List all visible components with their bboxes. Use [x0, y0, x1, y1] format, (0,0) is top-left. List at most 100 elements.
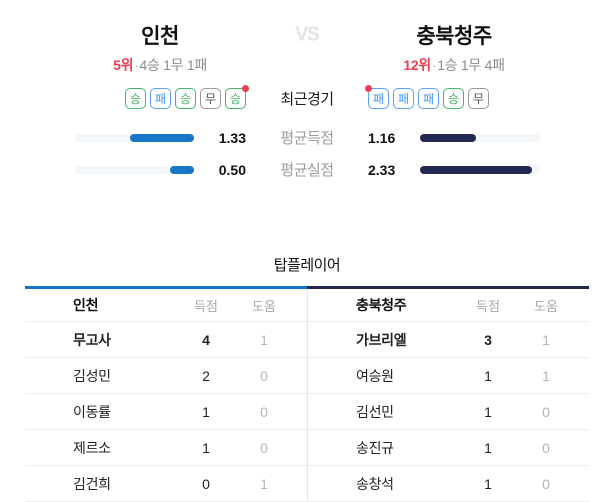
- recent-form-row: 승 패 승 무 승 최근경기 패 패 패 승 무: [0, 85, 614, 109]
- average-stats: 1.33 평균득점 1.16 0.50 평균실점 2.33: [0, 127, 614, 180]
- away-table-team-label: 충북청주: [356, 297, 407, 313]
- player-score: 1: [484, 367, 492, 384]
- home-avg-goals-value: 1.33: [218, 129, 246, 146]
- vs-label: VS: [295, 23, 319, 46]
- team-names-row: 인천 VS 충북청주: [0, 20, 614, 50]
- assist-column-header: 도움: [252, 298, 276, 314]
- match-summary-panel: 인천 VS 충북청주 5위·4승 1무 1패 12위·1승 1무 4패 승 패 …: [0, 0, 614, 180]
- table-accent-line: [25, 286, 589, 289]
- player-assist: 0: [260, 403, 268, 420]
- player-assist: 0: [542, 475, 550, 492]
- away-table-header: 충북청주 득점 도움: [308, 289, 589, 322]
- away-player-row: 여승원 1 1: [308, 358, 589, 394]
- home-accent-line: [25, 286, 307, 289]
- latest-match-dot: [365, 85, 372, 92]
- rank-separator: ·: [431, 57, 437, 73]
- home-player-row: 김건희 0 1: [25, 466, 307, 502]
- player-name: 김건희: [73, 475, 111, 492]
- score-column-header: 득점: [476, 298, 500, 314]
- home-conceded-bar-track: [74, 165, 194, 174]
- player-score: 1: [202, 439, 210, 456]
- top-players-table: 인천 득점 도움 무고사 4 1 김성민 2 0 이동률 1 0 제르소 1: [25, 286, 589, 502]
- home-form-badge-5: 승: [225, 85, 249, 109]
- away-player-row: 가브리엘 3 1: [308, 322, 589, 358]
- away-rank: 12위: [403, 57, 431, 73]
- player-score: 1: [484, 439, 492, 456]
- player-score: 2: [202, 367, 210, 384]
- home-form-badge-4: 무: [200, 88, 221, 109]
- home-form-badge-1: 승: [125, 88, 146, 109]
- player-name: 가브리엘: [356, 331, 407, 348]
- away-players-table: 충북청주 득점 도움 가브리엘 3 1 여승원 1 1 김선민 1 0 송진규: [307, 289, 589, 502]
- player-score: 1: [484, 475, 492, 492]
- home-record: 4승 1무 1패: [139, 57, 208, 73]
- latest-match-dot: [242, 85, 249, 92]
- home-form-badges: 승 패 승 무 승: [74, 85, 249, 109]
- home-player-row: 무고사 4 1: [25, 322, 307, 358]
- avg-goals-row: 1.33 평균득점 1.16: [0, 127, 614, 148]
- home-team-name: 인천: [141, 25, 179, 48]
- away-form-badge-1: 패: [365, 85, 389, 109]
- away-goals-bar-track: [420, 133, 540, 142]
- player-name: 무고사: [73, 331, 111, 348]
- away-conceded-bar: [420, 165, 532, 174]
- player-name: 제르소: [73, 439, 111, 456]
- player-assist: 1: [542, 367, 550, 384]
- top-players-title: 탑플레이어: [273, 257, 341, 274]
- home-goals-bar-track: [74, 133, 194, 142]
- away-player-row: 송진규 1 0: [308, 430, 589, 466]
- player-assist: 0: [260, 439, 268, 456]
- away-form-badge-2: 패: [393, 88, 414, 109]
- avg-conceded-row: 0.50 평균실점 2.33: [0, 159, 614, 180]
- player-name: 여승원: [356, 367, 394, 384]
- player-score: 3: [484, 331, 492, 348]
- away-conceded-bar-track: [420, 165, 540, 174]
- player-name: 김성민: [73, 367, 111, 384]
- away-avg-conceded-value: 2.33: [368, 161, 396, 178]
- team-records-row: 5위·4승 1무 1패 12위·1승 1무 4패: [0, 55, 614, 75]
- player-name: 이동률: [73, 403, 111, 420]
- home-table-team-label: 인천: [73, 297, 99, 313]
- player-name: 김선민: [356, 403, 394, 420]
- recent-matches-label: 최근경기: [280, 91, 334, 108]
- player-score: 1: [484, 403, 492, 420]
- avg-goals-label: 평균득점: [280, 130, 334, 147]
- away-player-row: 송창석 1 0: [308, 466, 589, 502]
- away-team-name: 충북청주: [416, 25, 492, 48]
- avg-conceded-label: 평균실점: [280, 162, 334, 179]
- player-assist: 0: [542, 403, 550, 420]
- player-assist: 0: [260, 367, 268, 384]
- home-player-row: 제르소 1 0: [25, 430, 307, 466]
- away-form-badge-5: 무: [468, 88, 489, 109]
- home-goals-bar: [130, 133, 194, 142]
- player-assist: 1: [260, 331, 268, 348]
- home-avg-conceded-value: 0.50: [218, 161, 246, 178]
- player-score: 0: [202, 475, 210, 492]
- away-record: 1승 1무 4패: [437, 57, 505, 73]
- home-form-badge-2: 패: [150, 88, 171, 109]
- away-team-record: 12위·1승 1무 4패: [368, 55, 540, 75]
- player-assist: 1: [260, 475, 268, 492]
- away-accent-line: [307, 286, 589, 289]
- player-assist: 0: [542, 439, 550, 456]
- home-players-table: 인천 득점 도움 무고사 4 1 김성민 2 0 이동률 1 0 제르소 1: [25, 289, 307, 502]
- away-goals-bar: [420, 133, 476, 142]
- home-player-row: 김성민 2 0: [25, 358, 307, 394]
- player-name: 송진규: [356, 439, 394, 456]
- player-score: 1: [202, 403, 210, 420]
- rank-separator: ·: [134, 57, 139, 73]
- away-avg-goals-value: 1.16: [368, 129, 396, 146]
- score-column-header: 득점: [194, 298, 218, 314]
- home-team-record: 5위·4승 1무 1패: [74, 55, 246, 75]
- away-form-badge-3: 패: [418, 88, 439, 109]
- player-name: 송창석: [356, 475, 394, 492]
- away-form-badges: 패 패 패 승 무: [365, 85, 540, 109]
- assist-column-header: 도움: [534, 298, 558, 314]
- home-conceded-bar: [170, 165, 194, 174]
- player-score: 4: [202, 331, 210, 348]
- home-table-header: 인천 득점 도움: [25, 289, 307, 322]
- away-player-row: 김선민 1 0: [308, 394, 589, 430]
- home-form-badge-3: 승: [175, 88, 196, 109]
- player-assist: 1: [542, 331, 550, 348]
- home-player-row: 이동률 1 0: [25, 394, 307, 430]
